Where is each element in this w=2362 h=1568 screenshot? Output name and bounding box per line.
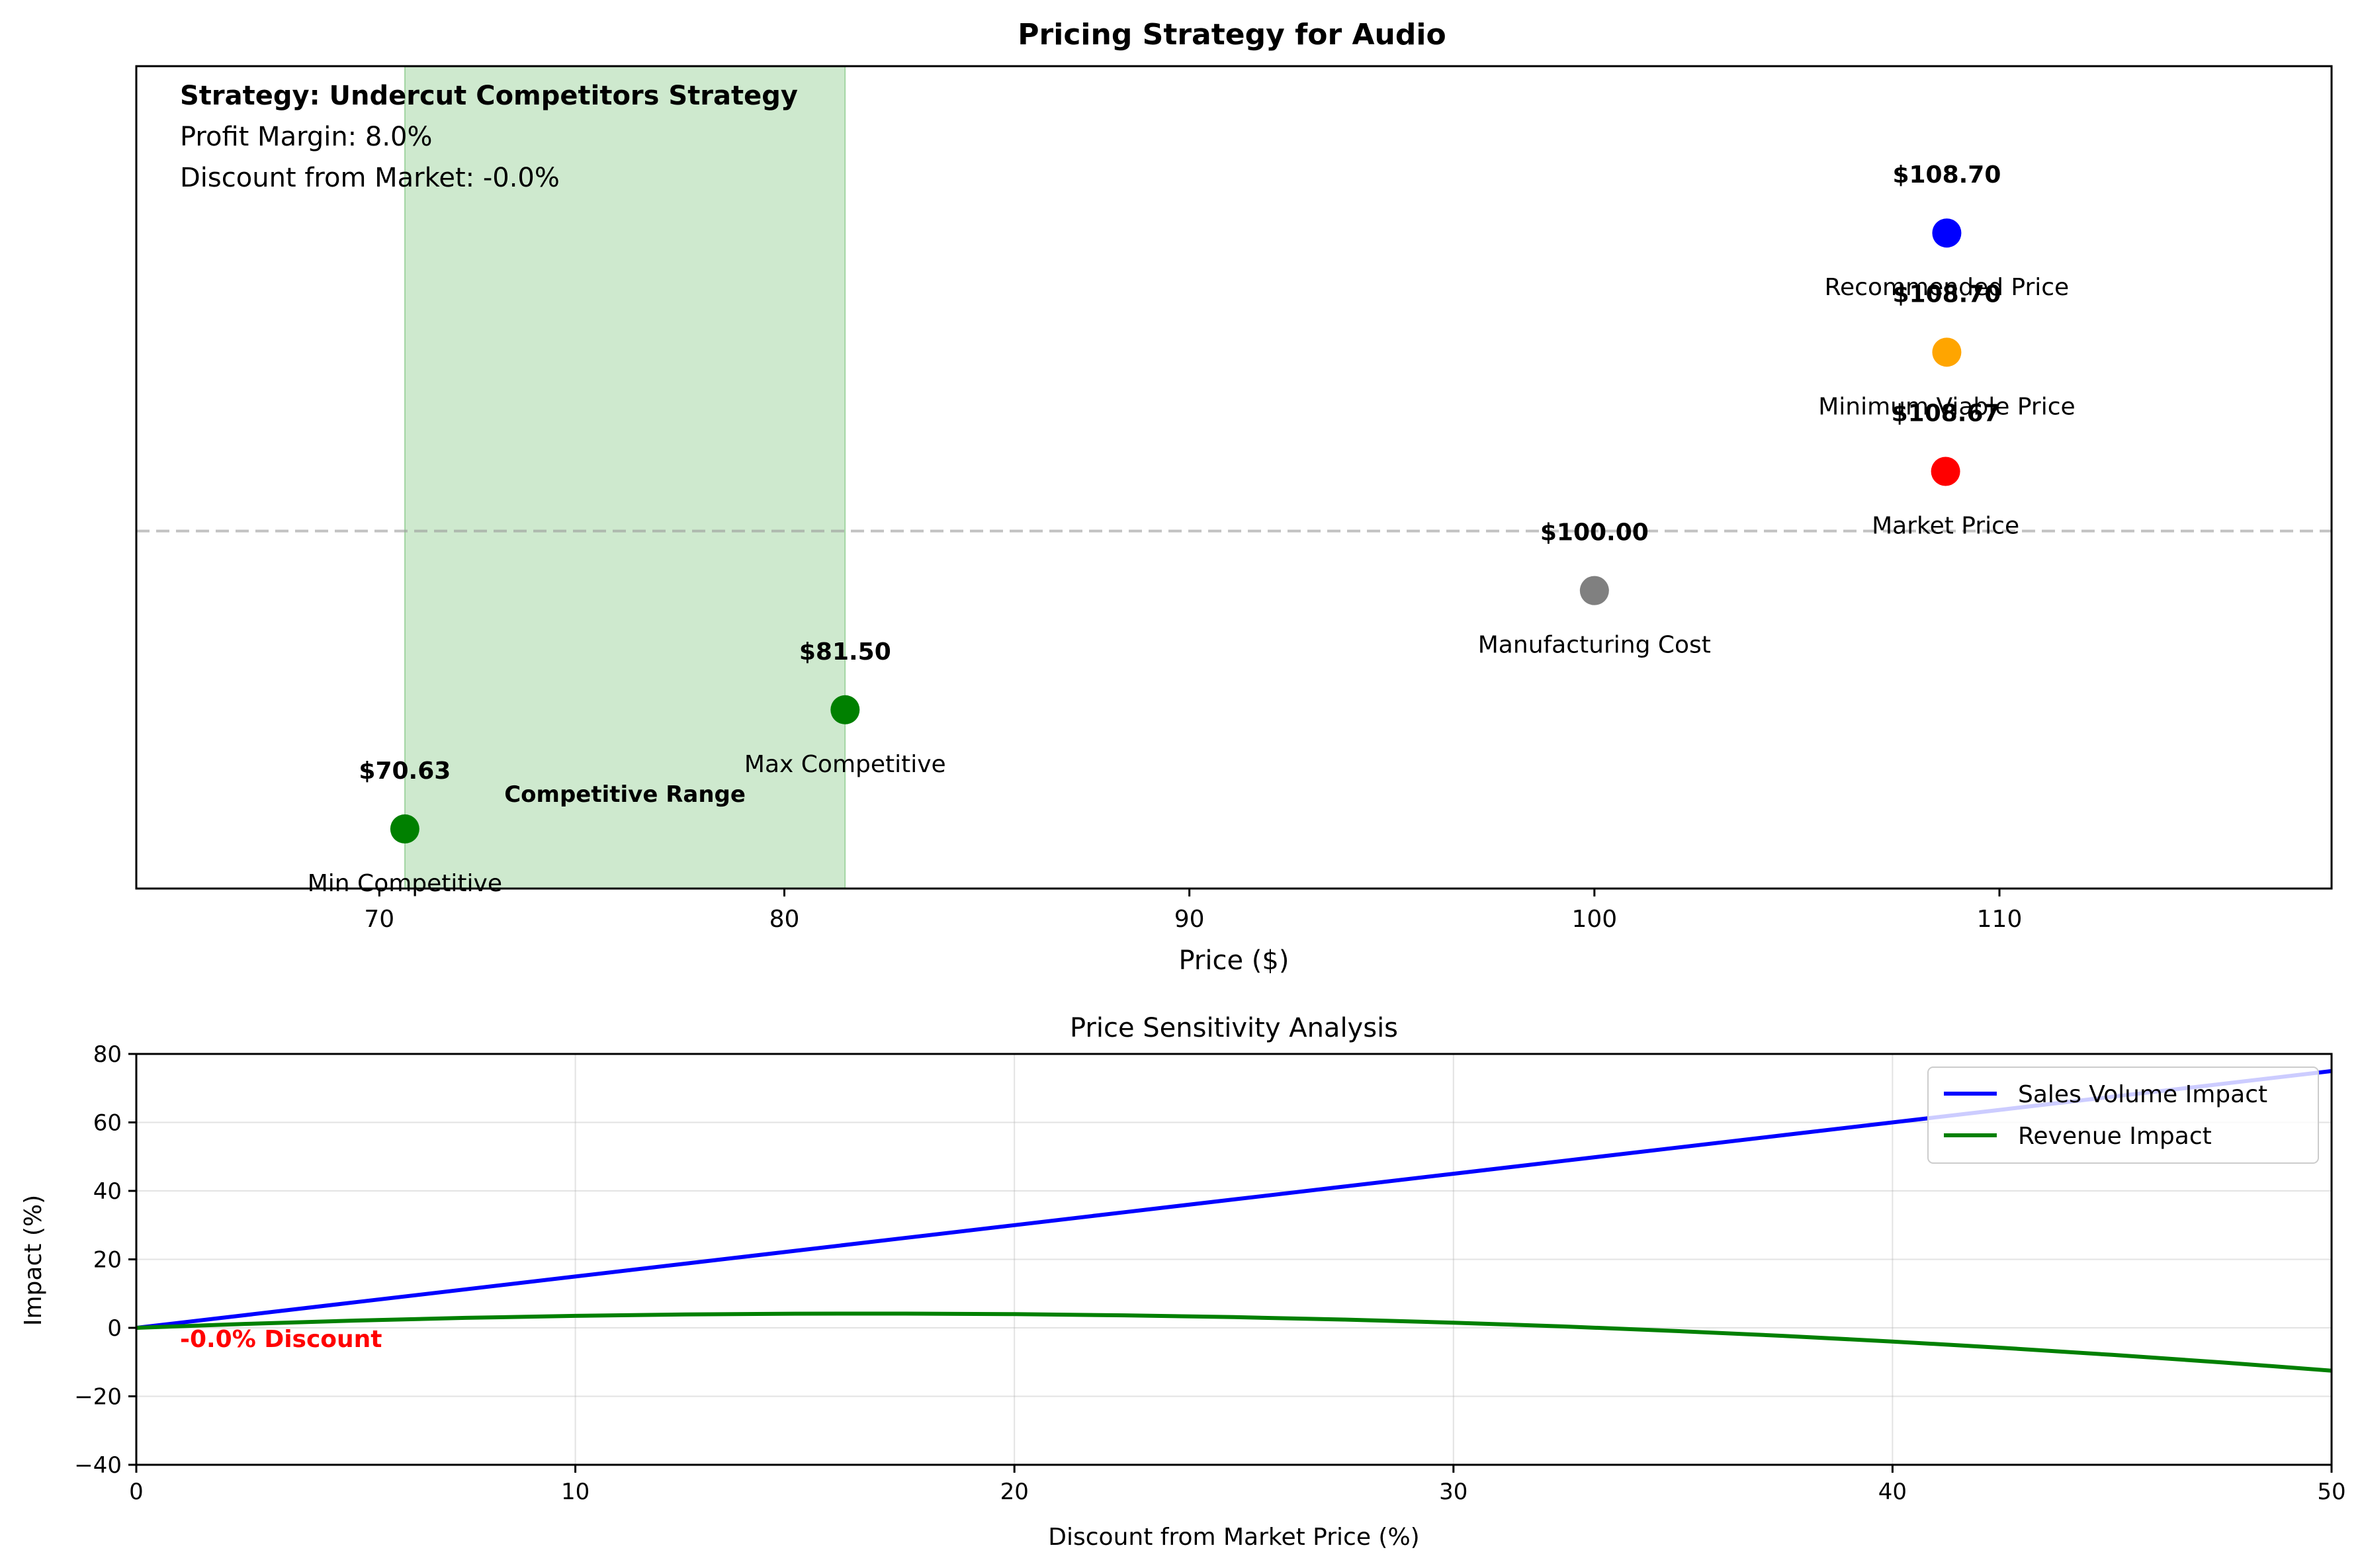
x-tick-label: 90 bbox=[1174, 906, 1205, 933]
profit-margin-label: Profit Margin: 8.0% bbox=[180, 122, 432, 152]
competitive-range-band bbox=[404, 66, 846, 889]
x-tick-label: 100 bbox=[1571, 906, 1617, 933]
point-max-competitive bbox=[830, 695, 860, 724]
value-label-market-price: $108.67 bbox=[1892, 400, 2000, 427]
x-tick-label: 110 bbox=[1977, 906, 2023, 933]
legend-box bbox=[1927, 1067, 2319, 1164]
point-market-price bbox=[1931, 457, 1960, 486]
point-label-manufacturing-cost: Manufacturing Cost bbox=[1478, 632, 1711, 659]
point-label-minimum-viable-price: Minimum Viable Price bbox=[1818, 393, 2075, 420]
legend-label-sales-volume: Sales Volume Impact bbox=[2018, 1081, 2267, 1108]
value-label-recommended-price: $108.70 bbox=[1892, 161, 2001, 189]
sensitivity-x-tick-label: 50 bbox=[2317, 1479, 2345, 1505]
sensitivity-x-tick-label: 20 bbox=[1000, 1479, 1029, 1505]
point-minimum-viable-price bbox=[1932, 337, 1962, 367]
sensitivity-y-tick-label: 0 bbox=[107, 1315, 122, 1342]
sensitivity-x-tick-label: 10 bbox=[561, 1479, 590, 1505]
sensitivity-title: Price Sensitivity Analysis bbox=[1070, 1013, 1398, 1043]
series-line-revenue-impact bbox=[136, 1311, 2332, 1373]
point-label-recommended-price: Recommended Price bbox=[1825, 274, 2070, 301]
strategy-label: Strategy: Undercut Competitors Strategy bbox=[180, 81, 798, 111]
point-label-max-competitive: Max Competitive bbox=[744, 751, 946, 778]
sensitivity-y-tick-label: −40 bbox=[74, 1452, 122, 1479]
sensitivity-x-tick-label: 30 bbox=[1439, 1479, 1467, 1505]
pricing-strategy-chart: Pricing Strategy for Audio 70 80 90 100 110 … bbox=[135, 18, 2333, 976]
sensitivity-y-tick-label: 20 bbox=[93, 1247, 122, 1274]
legend: Sales Volume Impact Revenue Impact bbox=[1927, 1067, 2319, 1164]
sensitivity-x-tick-label: 0 bbox=[129, 1479, 144, 1505]
sensitivity-y-tick-label: −20 bbox=[74, 1384, 122, 1411]
point-label-market-price: Market Price bbox=[1872, 512, 2019, 539]
plot-frame bbox=[135, 65, 2333, 890]
sensitivity-y-tick-label: 40 bbox=[93, 1178, 122, 1205]
x-tick-label: 70 bbox=[364, 906, 394, 933]
competitive-range-label: Competitive Range bbox=[504, 781, 746, 808]
x-axis-label: Price ($) bbox=[1179, 945, 1290, 976]
value-label-minimum-viable-price: $108.70 bbox=[1892, 281, 2001, 308]
sensitivity-y-axis-label: Impact (%) bbox=[20, 1195, 47, 1326]
point-min-competitive bbox=[390, 814, 419, 844]
point-manufacturing-cost bbox=[1579, 576, 1609, 605]
chart-title: Pricing Strategy for Audio bbox=[1018, 18, 1446, 52]
x-tick-label: 80 bbox=[769, 906, 800, 933]
sensitivity-x-axis-label: Discount from Market Price (%) bbox=[1048, 1524, 1419, 1551]
price-sensitivity-chart: Price Sensitivity Analysis 0 10 20 30 40 50 −… bbox=[20, 1013, 2346, 1551]
discount-annotation: -0.0% Discount bbox=[180, 1326, 382, 1353]
value-label-min-competitive: $70.63 bbox=[359, 758, 451, 785]
point-recommended-price bbox=[1932, 218, 1962, 248]
sensitivity-y-tick-label: 80 bbox=[93, 1041, 122, 1068]
point-label-min-competitive: Min Competitive bbox=[308, 870, 502, 897]
discount-label: Discount from Market: -0.0% bbox=[180, 163, 560, 193]
sensitivity-x-tick-label: 40 bbox=[1878, 1479, 1907, 1505]
value-label-max-competitive: $81.50 bbox=[799, 638, 891, 666]
value-label-manufacturing-cost: $100.00 bbox=[1540, 519, 1649, 546]
legend-label-revenue: Revenue Impact bbox=[2018, 1123, 2212, 1150]
sensitivity-y-tick-label: 60 bbox=[93, 1110, 122, 1137]
